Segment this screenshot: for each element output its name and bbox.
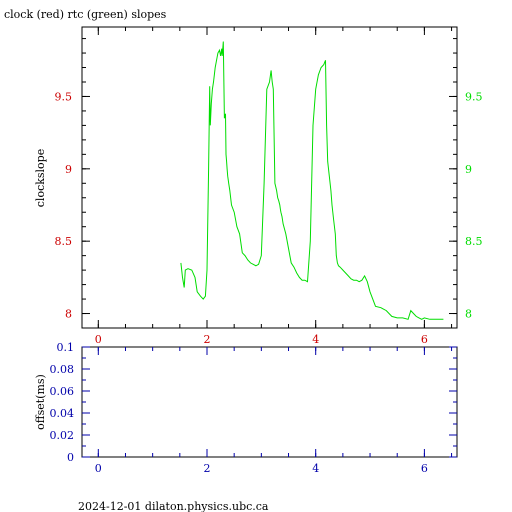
bottom-x-ticks: 0 2 4 6 (95, 347, 453, 475)
x-tick-label: 6 (421, 462, 428, 475)
y-tick-label-left: 8.5 (55, 235, 73, 248)
bottom-plot: 0 0.02 0.04 0.06 0.08 0.1 0 2 4 6 offset(ms) (34, 341, 458, 475)
y-tick-label-right: 8 (465, 308, 472, 321)
y-tick-label: 0.08 (50, 363, 75, 376)
y-tick-label: 0.04 (50, 407, 75, 420)
y-tick-label-left: 9 (65, 163, 72, 176)
x-tick-label: 4 (312, 333, 319, 346)
bottom-plot-frame (81, 346, 458, 458)
x-tick-label: 4 (312, 462, 319, 475)
top-series-group (180, 41, 444, 320)
footer-text: 2024-12-01 dilaton.physics.ubc.ca (78, 500, 269, 512)
y-tick-label: 0 (67, 451, 74, 464)
top-x-ticks: 0 2 4 6 (95, 27, 453, 346)
top-plot: 8 8.5 9 9.5 8 8.5 9 9.5 0 2 4 6 clockslope (34, 26, 483, 346)
top-left-y-ticks: 8 8.5 9 9.5 (55, 38, 90, 321)
x-tick-label: 0 (95, 333, 102, 346)
y-tick-label: 0.06 (50, 385, 75, 398)
x-tick-label: 6 (421, 333, 428, 346)
y-tick-label-left: 9.5 (55, 90, 73, 103)
x-tick-label: 0 (95, 462, 102, 475)
bottom-right-y-ticks (449, 346, 457, 458)
top-plot-frame (81, 26, 458, 329)
x-tick-label: 2 (204, 462, 211, 475)
x-tick-label: 2 (204, 333, 211, 346)
y-tick-label: 0.1 (57, 341, 75, 354)
rtc-slope-line (180, 41, 444, 320)
y-tick-label-left: 8 (65, 308, 72, 321)
y-tick-label-right: 9 (465, 163, 472, 176)
bottom-y-axis-label: offset(ms) (34, 374, 47, 430)
y-tick-label-right: 9.5 (465, 90, 483, 103)
y-tick-label-right: 8.5 (465, 235, 483, 248)
top-y-axis-label: clockslope (34, 149, 47, 207)
chart-title: clock (red) rtc (green) slopes (4, 8, 167, 21)
top-right-y-ticks: 8 8.5 9 9.5 (449, 38, 483, 321)
bottom-left-y-ticks: 0 0.02 0.04 0.06 0.08 0.1 (50, 341, 90, 464)
y-tick-label: 0.02 (50, 429, 75, 442)
